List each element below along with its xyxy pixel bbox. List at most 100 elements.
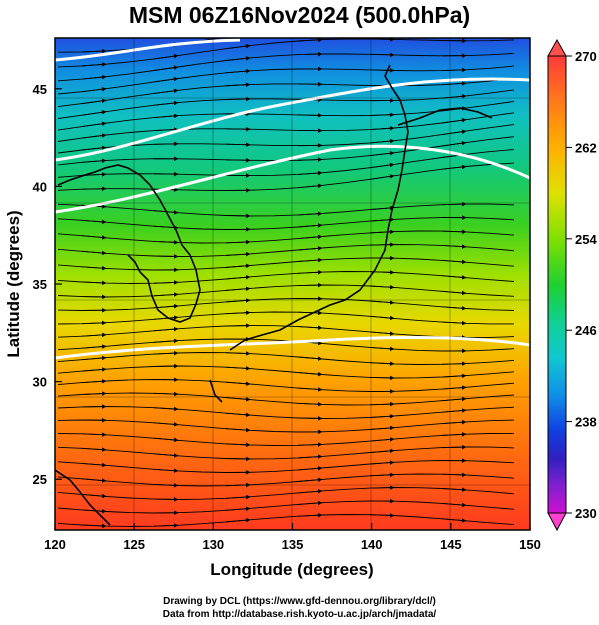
colorbar-tick-label: 246 <box>575 323 597 338</box>
wind-arrow <box>297 416 323 421</box>
wind-arrow <box>297 183 323 189</box>
wind-arrow <box>153 338 179 344</box>
wind-arrow <box>225 286 251 291</box>
wind-arrow <box>441 290 467 296</box>
wind-arrow <box>297 234 323 240</box>
isotherm-line <box>55 335 530 360</box>
wind-arrow <box>153 437 179 443</box>
y-tick-label: 35 <box>33 277 47 292</box>
wind-arrow <box>369 126 395 131</box>
wind-arrow <box>441 487 467 492</box>
wind-arrow <box>81 110 107 116</box>
wind-arrow <box>153 391 179 397</box>
wind-arrow <box>297 356 323 361</box>
wind-arrow <box>297 466 323 471</box>
wind-arrow <box>81 145 107 151</box>
wind-arrow <box>153 65 179 71</box>
wind-arrow <box>441 201 467 207</box>
wind-arrow <box>225 56 251 61</box>
wind-arrow <box>369 300 395 305</box>
wind-arrow <box>297 270 323 275</box>
wind-arrow <box>81 121 107 128</box>
colorbar-tick-label: 230 <box>575 506 597 521</box>
wind-arrow <box>441 129 467 136</box>
wind-arrow <box>297 282 323 288</box>
wind-arrow <box>297 157 323 162</box>
wind-arrow <box>153 453 179 458</box>
wind-arrow <box>297 223 323 228</box>
wind-arrow <box>225 239 251 245</box>
map-title: MSM 06Z16Nov2024 (500.0hPa) <box>128 2 471 28</box>
colorbar-bottom-cap <box>547 512 567 532</box>
wind-arrow <box>369 346 395 352</box>
wind-arrow <box>297 38 323 43</box>
x-tick-label: 120 <box>44 537 66 552</box>
wind-arrow <box>153 422 179 427</box>
wind-arrow <box>225 298 251 303</box>
wind-arrow <box>369 513 395 518</box>
wind-arrow <box>297 454 323 459</box>
wind-arrow <box>369 174 395 180</box>
colorbar-ticks: 270 262 254 246 238 230 <box>566 49 597 521</box>
x-tick-label: 125 <box>123 537 145 552</box>
wind-arrow <box>297 512 323 518</box>
colorbar-scale <box>547 55 567 514</box>
wind-arrow <box>153 141 179 147</box>
wind-arrow <box>369 331 395 336</box>
wind-arrow <box>225 397 251 402</box>
colorbar-tick-label: 270 <box>575 49 597 64</box>
wind-arrow <box>226 34 250 37</box>
wind-arrow <box>225 442 251 448</box>
wind-arrow <box>153 88 179 94</box>
wind-arrow <box>297 113 323 118</box>
wind-arrow <box>81 280 107 286</box>
wind-arrow <box>297 310 323 316</box>
wind-arrow <box>225 213 251 219</box>
wind-arrow <box>153 113 179 119</box>
wind-arrow <box>81 379 107 384</box>
wind-arrow <box>441 361 467 366</box>
wind-arrow <box>297 257 323 263</box>
wind-arrow <box>369 242 395 247</box>
temperature-field <box>55 38 530 530</box>
isotherm-line <box>55 77 530 162</box>
wind-arrow <box>153 468 179 473</box>
wind-arrow <box>225 251 251 257</box>
wind-arrow <box>225 96 251 102</box>
y-tick-label: 45 <box>33 82 47 97</box>
x-tick-label: 135 <box>282 537 304 552</box>
wind-arrow <box>369 151 395 157</box>
wind-arrow <box>369 485 395 490</box>
wind-arrow <box>225 158 251 163</box>
wind-arrow <box>369 112 395 118</box>
wind-arrow <box>369 229 395 235</box>
y-tick-label: 40 <box>33 179 47 194</box>
credit-data-source: Data from http://database.rish.kyoto-u.a… <box>162 609 437 620</box>
wind-arrow <box>81 447 107 452</box>
wind-arrow <box>369 414 395 419</box>
wind-arrow <box>297 500 323 506</box>
wind-arrow <box>297 170 323 176</box>
kyushu-coast-line <box>209 379 223 403</box>
wind-arrow <box>369 52 395 58</box>
wind-arrow <box>298 26 322 28</box>
y-axis-title: Latitude (degrees) <box>4 210 23 357</box>
wind-arrow <box>81 74 107 80</box>
wind-arrow <box>441 306 467 311</box>
wind-arrow <box>153 315 179 320</box>
wind-arrow <box>369 315 395 321</box>
japan-coast-line <box>229 64 409 351</box>
x-axis-ticks: 120 125 130 135 140 145 150 <box>44 523 541 552</box>
x-tick-label: 150 <box>519 537 541 552</box>
wind-arrow <box>81 493 107 499</box>
wind-arrow <box>153 523 179 528</box>
wind-arrow <box>441 140 467 147</box>
x-axis-title: Longitude (degrees) <box>210 560 373 579</box>
wind-arrow <box>81 98 107 105</box>
wind-arrow <box>297 371 323 377</box>
wind-arrow <box>369 284 395 290</box>
wind-arrow <box>441 67 467 73</box>
wind-arrow <box>441 419 467 425</box>
wind-arrow <box>369 375 395 381</box>
wind-arrow <box>81 508 107 514</box>
